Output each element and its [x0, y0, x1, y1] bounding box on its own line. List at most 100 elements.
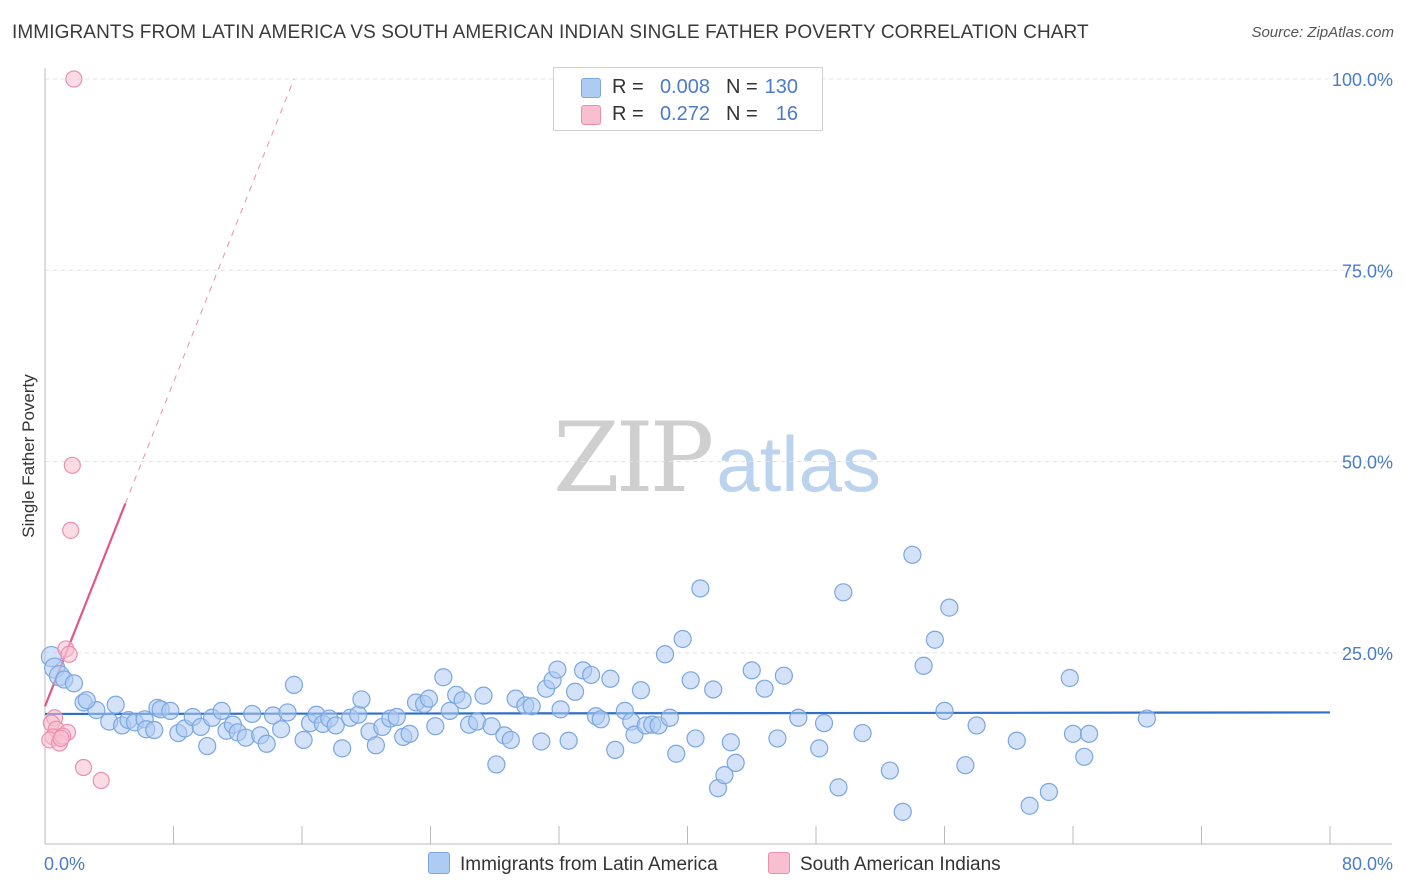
- legend-swatch-pink: [581, 105, 601, 125]
- data-point-blue: [681, 671, 700, 690]
- data-point-blue: [272, 720, 291, 739]
- data-point-blue: [426, 717, 445, 736]
- data-point-blue: [453, 691, 472, 710]
- data-point-blue: [834, 583, 853, 602]
- data-point-pink: [65, 70, 83, 88]
- axes: [44, 68, 1392, 845]
- data-point-blue: [522, 697, 541, 716]
- data-point-blue: [914, 656, 933, 675]
- data-point-blue: [601, 669, 620, 688]
- legend-label: Immigrants from Latin America: [460, 854, 718, 875]
- data-point-blue: [565, 682, 585, 701]
- data-point-pink: [74, 758, 93, 777]
- legend-swatch-blue: [428, 852, 450, 874]
- data-point-blue: [935, 701, 954, 720]
- legend-r-label: R =: [612, 76, 644, 98]
- data-point-blue: [686, 729, 705, 748]
- data-point-blue: [582, 665, 601, 685]
- legend-n-value: 130: [764, 76, 798, 98]
- data-point-blue: [715, 766, 734, 785]
- data-point-blue: [434, 668, 453, 687]
- data-point-blue: [606, 740, 625, 760]
- data-point-blue: [400, 724, 419, 743]
- data-point-blue: [660, 708, 679, 727]
- y-axis-label: Single Father Poverty: [19, 374, 38, 538]
- x-tick-label: 0.0%: [44, 854, 85, 874]
- legend-label: South American Indians: [800, 854, 1001, 875]
- data-point-blue: [487, 755, 506, 774]
- data-point-blue: [548, 660, 567, 679]
- legend-swatch-blue: [581, 78, 601, 98]
- data-point-blue: [721, 733, 740, 752]
- data-point-blue: [474, 686, 493, 705]
- y-tick-label: 25.0%: [1342, 644, 1393, 664]
- correlation-legend: R = 0.008 N = 130 R = 0.272 N = 16: [553, 67, 823, 131]
- data-point-blue: [814, 714, 834, 733]
- data-point-blue: [1007, 731, 1026, 750]
- data-point-blue: [829, 778, 848, 797]
- trend-lines: [43, 78, 1331, 716]
- data-point-blue: [893, 802, 912, 821]
- data-point-pink: [52, 729, 70, 748]
- data-point-blue: [853, 723, 872, 743]
- data-point-blue: [161, 701, 180, 720]
- data-point-blue: [294, 730, 313, 750]
- data-point-blue: [352, 690, 371, 709]
- data-point-blue: [64, 674, 84, 693]
- legend-item-immigrants[interactable]: Immigrants from Latin America: [428, 852, 718, 876]
- data-point-blue: [789, 708, 808, 727]
- legend-swatch-pink: [768, 852, 790, 874]
- data-point-blue: [755, 679, 774, 698]
- data-point-blue: [1137, 709, 1156, 728]
- chart-title: IMMIGRANTS FROM LATIN AMERICA VS SOUTH A…: [12, 22, 1089, 43]
- legend-n-label: N =: [726, 76, 758, 98]
- data-point-blue: [349, 705, 368, 724]
- data-point-pink: [63, 456, 81, 474]
- data-point-blue: [1079, 724, 1099, 743]
- data-point-blue: [631, 681, 651, 700]
- data-point-blue: [742, 661, 761, 680]
- tick-labels: 25.0% 50.0% 75.0% 100.0% 0.0% 80.0%: [44, 70, 1393, 874]
- data-point-blue: [880, 761, 899, 780]
- data-point-blue: [591, 710, 610, 729]
- data-point-blue: [551, 700, 570, 719]
- data-point-blue: [667, 744, 686, 763]
- data-point-blue: [726, 753, 745, 773]
- legend-r-value: 0.008: [659, 76, 710, 98]
- data-point-blue: [956, 756, 975, 775]
- data-point-blue: [278, 703, 297, 722]
- data-point-blue: [940, 598, 959, 617]
- data-point-blue: [333, 739, 352, 758]
- data-point-blue: [691, 579, 710, 598]
- data-point-pink: [92, 771, 110, 790]
- data-point-blue: [243, 704, 262, 724]
- data-point-blue: [106, 695, 125, 714]
- data-point-blue: [810, 739, 829, 758]
- source-label: Source: ZipAtlas.com: [1251, 24, 1394, 41]
- series-south-american-indians: [41, 70, 110, 790]
- data-point-pink: [60, 645, 78, 663]
- data-point-blue: [326, 716, 345, 735]
- legend-n-label: N =: [726, 103, 758, 125]
- trend-line-blue: [44, 711, 1331, 716]
- y-tick-label: 50.0%: [1342, 453, 1393, 473]
- data-point-blue: [1060, 668, 1079, 688]
- legend-r-value: 0.272: [659, 103, 710, 125]
- data-point-blue: [145, 720, 164, 740]
- x-tick-label: 80.0%: [1342, 854, 1393, 874]
- data-point-blue: [440, 701, 459, 720]
- data-point-blue: [482, 717, 501, 736]
- data-point-blue: [903, 545, 922, 564]
- data-point-blue: [212, 701, 231, 720]
- series-immigrants-latin-america: [40, 545, 1156, 821]
- legend-n-value: 16: [775, 103, 798, 125]
- legend-item-south-american-indians[interactable]: South American Indians: [768, 852, 1001, 876]
- data-point-blue: [1039, 782, 1059, 802]
- legend-row-pink: R = 0.272 N = 16: [554, 101, 822, 127]
- data-point-blue: [925, 630, 944, 649]
- grid-lines: [45, 78, 1392, 654]
- data-point-blue: [704, 680, 723, 699]
- data-point-blue: [284, 675, 304, 694]
- data-point-blue: [419, 689, 438, 708]
